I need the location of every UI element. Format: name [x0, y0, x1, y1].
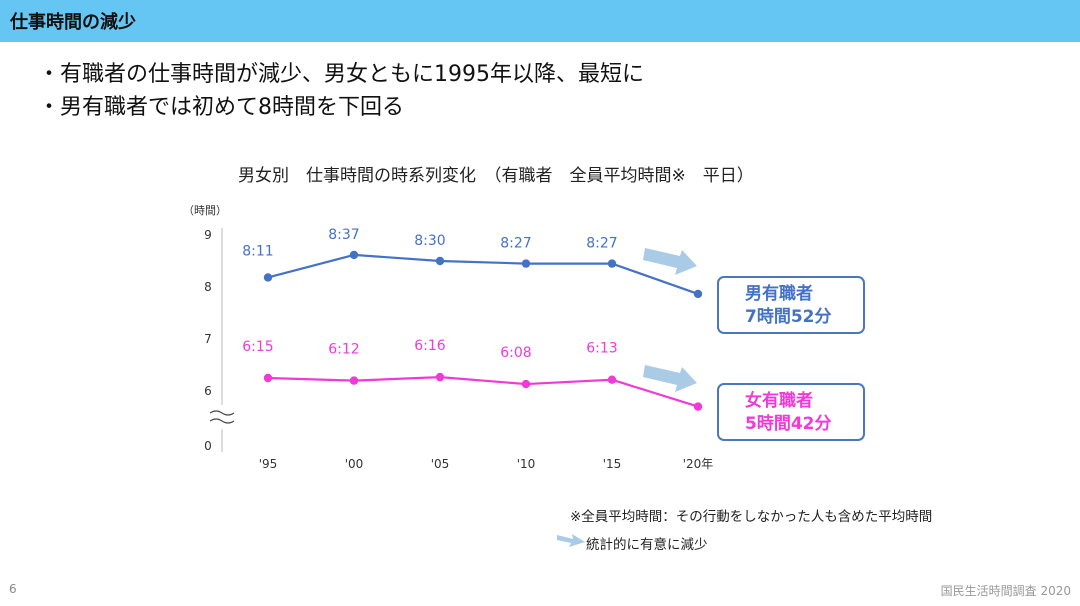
- data-point: [693, 289, 703, 299]
- definition-note: ※全員平均時間：その行動をしなかった人も含めた平均時間: [570, 509, 933, 525]
- male-callout-value: 7時間52分: [745, 307, 832, 327]
- data-point: [521, 379, 531, 389]
- footer-source: 国民生活時間調査 2020: [940, 584, 1071, 598]
- series-line-female: [267, 376, 699, 408]
- y-tick-label: 0: [204, 439, 212, 453]
- female-callout-label: 女有職者: [745, 391, 813, 411]
- data-label: 8:30: [414, 233, 445, 249]
- data-point: [693, 402, 703, 411]
- data-point: [435, 256, 445, 266]
- y-tick-label: 8: [204, 280, 212, 294]
- significant-decrease-arrow-icon: [557, 534, 585, 547]
- data-label: 6:15: [242, 339, 273, 355]
- data-point: [435, 372, 445, 382]
- data-label: 8:11: [242, 243, 273, 259]
- female-decrease-arrow-icon: [643, 365, 697, 392]
- data-label: 8:27: [586, 236, 617, 252]
- data-label: 8:27: [500, 236, 531, 252]
- x-tick-label: '00: [345, 457, 364, 471]
- data-point: [349, 250, 359, 260]
- bullet-item: ・男有職者では初めて8時間を下回る: [38, 95, 404, 120]
- y-tick-label: 9: [204, 228, 212, 242]
- female-callout: 女有職者 5時間42分: [717, 383, 865, 441]
- male-callout: 男有職者 7時間52分: [717, 276, 865, 334]
- data-label: 6:08: [500, 345, 531, 361]
- female-callout-value: 5時間42分: [745, 414, 832, 434]
- male-callout-label: 男有職者: [745, 284, 813, 304]
- data-label: 6:12: [328, 342, 359, 358]
- data-point: [607, 259, 617, 268]
- page-number: 6: [9, 582, 17, 596]
- data-point: [607, 375, 617, 384]
- y-tick-label: 6: [204, 384, 212, 398]
- x-tick-label: '10: [517, 457, 536, 471]
- bullet-list: ・有職者の仕事時間が減少、男女ともに1995年以降、最短に ・男有職者では初めて…: [38, 58, 644, 124]
- data-point: [349, 376, 359, 385]
- chart-title: 男女別 仕事時間の時系列変化 （有職者 全員平均時間※ 平日）: [238, 166, 754, 186]
- page-title: 仕事時間の減少: [10, 12, 136, 33]
- axis-break-mark: [209, 418, 235, 424]
- data-point: [263, 273, 273, 282]
- x-tick-label: '15: [603, 457, 622, 471]
- x-tick-label: '95: [259, 457, 278, 471]
- y-axis-label: （時間）: [183, 204, 227, 217]
- legend-arrow-label: 統計的に有意に減少: [586, 537, 708, 553]
- axis-break-mark: [209, 410, 235, 416]
- data-point: [521, 259, 531, 268]
- x-tick-label: '05: [431, 457, 450, 471]
- series-line-male: [267, 253, 699, 295]
- x-tick-label: '20年: [683, 457, 714, 471]
- data-point: [263, 373, 273, 383]
- data-label: 8:37: [328, 227, 359, 243]
- data-label: 6:16: [414, 338, 446, 354]
- y-tick-label: 7: [204, 332, 212, 346]
- data-label: 6:13: [586, 341, 617, 357]
- male-decrease-arrow-icon: [643, 248, 697, 275]
- header-bar: [0, 0, 1080, 42]
- bullet-item: ・有職者の仕事時間が減少、男女ともに1995年以降、最短に: [38, 62, 644, 87]
